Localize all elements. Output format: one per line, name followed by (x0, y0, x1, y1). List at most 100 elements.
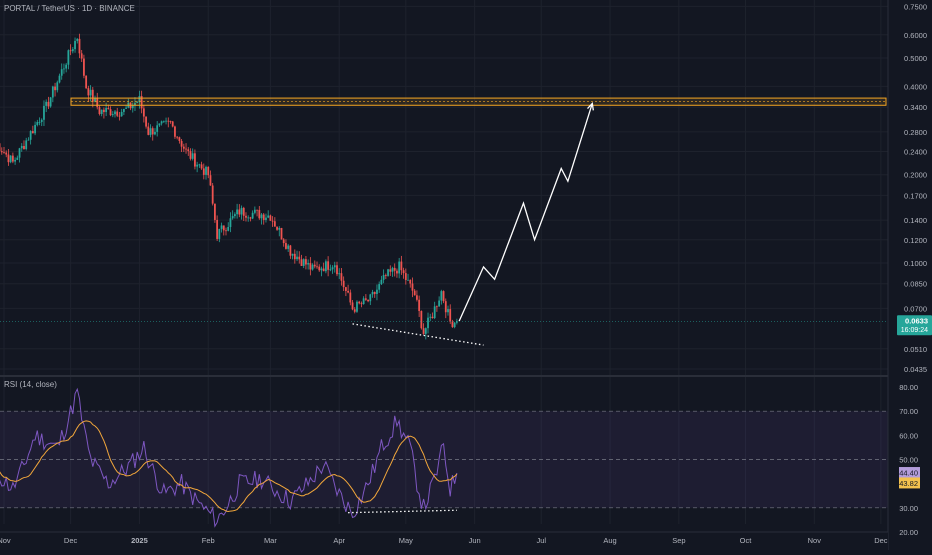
candle-body (376, 290, 378, 294)
candle-body (123, 109, 125, 112)
candle-body (59, 76, 61, 83)
candle-body (150, 128, 152, 135)
candle-body (436, 306, 438, 307)
time-axis-label: Dec (874, 536, 888, 545)
candle-body (119, 116, 121, 117)
candle-body (385, 275, 387, 276)
candle-body (418, 300, 420, 311)
candle-body (30, 131, 32, 140)
candle-body (174, 127, 176, 137)
candle-body (45, 102, 47, 106)
candle-body (241, 208, 243, 215)
candle-body (19, 148, 21, 157)
candle-body (181, 141, 183, 147)
rsi-tick-label: 30.00 (899, 504, 918, 513)
candle-body (420, 311, 422, 328)
candle-body (216, 220, 218, 239)
candle-body (72, 49, 74, 51)
rsi-tick-label: 50.00 (899, 456, 918, 465)
candle-body (318, 267, 320, 271)
candle-body (438, 301, 440, 307)
candle-body (190, 151, 192, 159)
candle-body (70, 50, 72, 51)
candle-body (267, 215, 269, 217)
candle-body (305, 259, 307, 264)
candle-body (263, 215, 265, 220)
candle-body (336, 265, 338, 274)
candle-body (361, 303, 363, 304)
candle-body (67, 50, 69, 64)
candle-body (85, 76, 87, 88)
candle-body (405, 273, 407, 280)
candle-body (261, 215, 263, 219)
candle-body (398, 262, 400, 274)
candle-body (56, 82, 58, 90)
candle-body (309, 263, 311, 269)
candle-body (276, 227, 278, 230)
candle-body (367, 300, 369, 301)
candle-body (256, 210, 258, 211)
candle-body (187, 149, 189, 151)
candle-body (205, 167, 207, 175)
candle-body (172, 121, 174, 126)
price-tick-label: 0.4000 (904, 82, 927, 91)
price-tick-label: 0.5000 (904, 54, 927, 63)
candle-body (316, 266, 318, 267)
candle-body (21, 146, 23, 148)
price-tick-label: 0.2800 (904, 128, 927, 137)
candle-body (41, 120, 43, 122)
candle-body (454, 323, 456, 327)
candle-body (312, 265, 314, 270)
candle-body (79, 39, 81, 53)
candle-body (363, 298, 365, 304)
candle-body (369, 294, 371, 301)
candle-body (347, 291, 349, 293)
candle-body (81, 53, 83, 58)
candle-body (389, 269, 391, 271)
candle-body (289, 246, 291, 256)
candle-body (352, 302, 354, 309)
candle-body (298, 257, 300, 260)
candle-body (292, 254, 294, 256)
candle-body (105, 108, 107, 112)
candle-body (272, 221, 274, 222)
candle-body (332, 267, 334, 269)
candle-body (159, 123, 161, 125)
candle-body (10, 156, 12, 163)
candle-body (412, 284, 414, 291)
candle-body (25, 140, 27, 149)
candle-body (283, 239, 285, 243)
price-tick-label: 0.7500 (904, 2, 927, 11)
candle-body (163, 121, 165, 122)
rsi-ma-value-text: 43.82 (899, 479, 918, 488)
time-axis-label: Jun (469, 536, 481, 545)
candle-body (356, 302, 358, 312)
candle-body (1, 151, 3, 152)
candle-body (323, 269, 325, 272)
candle-body (176, 137, 178, 138)
candle-body (281, 228, 283, 239)
candle-body (278, 228, 280, 230)
candle-body (201, 164, 203, 168)
candle-body (16, 158, 18, 160)
candle-body (12, 156, 14, 162)
current-price-value: 0.0633 (905, 317, 928, 326)
candle-body (223, 225, 225, 230)
candle-body (452, 322, 454, 327)
candle-body (90, 90, 92, 96)
candle-body (112, 114, 114, 115)
candle-body (274, 221, 276, 226)
candle-body (99, 107, 101, 114)
candle-body (372, 292, 374, 294)
candle-body (427, 318, 429, 328)
candle-body (48, 102, 50, 107)
candle-body (232, 216, 234, 218)
candle-body (329, 269, 331, 270)
price-tick-label: 0.1400 (904, 216, 927, 225)
candle-body (76, 39, 78, 41)
candle-body (218, 229, 220, 239)
rsi-value-text: 44.40 (899, 469, 918, 478)
candle-body (50, 97, 52, 106)
